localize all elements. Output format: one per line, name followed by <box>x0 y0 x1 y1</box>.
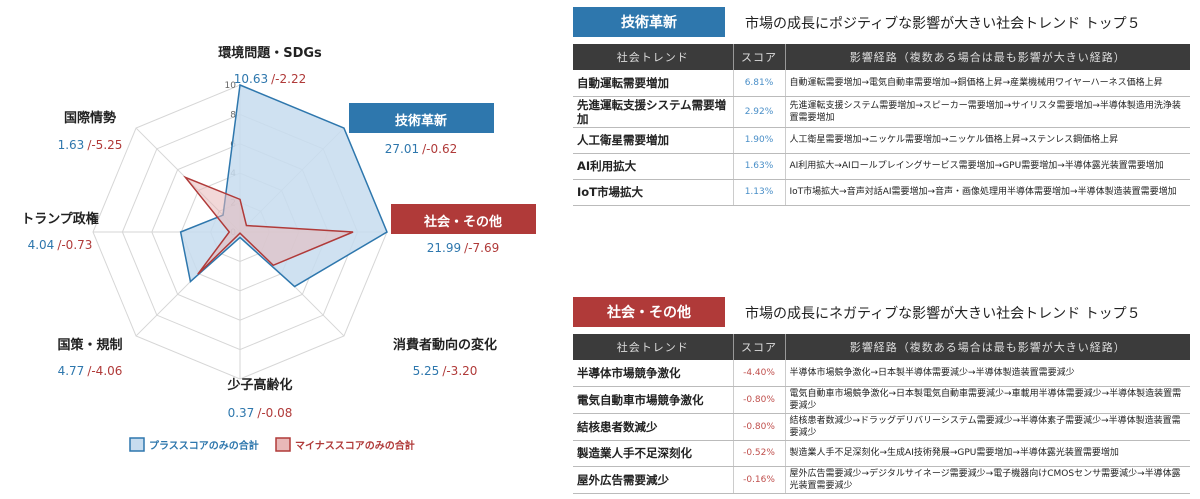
axis-value: 1.63/-5.25 <box>58 138 123 152</box>
legend-swatch-plus <box>129 437 145 452</box>
table-row: 屋外広告需要減少 -0.16% 屋外広告需要減少→デジタルサイネージ需要減少→電子機… <box>573 466 1190 494</box>
positive-badge: 技術革新 <box>573 7 725 37</box>
minus-series-area <box>183 175 354 275</box>
positive-panel-title: 市場の成長にポジティブな影響が大きい社会トレンド トップ５ <box>745 16 1141 32</box>
trend-cell: 先進運転支援システム需要増加 <box>573 96 734 128</box>
minus-value: /-5.25 <box>87 138 122 152</box>
plus-value: 27.01 <box>385 142 419 156</box>
axis-label-highlight <box>391 204 536 234</box>
radar-series <box>179 83 388 288</box>
path-cell: 製造業人手不足深刻化→生成AI技術発展→GPU需要増加→半導体露光装置需要増加 <box>785 440 1190 467</box>
plus-value: 4.77 <box>58 364 85 378</box>
axis-value: 5.25/-3.20 <box>413 364 478 378</box>
plus-value: 0.37 <box>228 406 255 420</box>
table-row: IoT市場拡大 1.13% IoT市場拡大→音声対話AI需要増加→音声・画像処理用半… <box>573 179 1190 206</box>
trend-cell: 結核患者数減少 <box>573 413 734 441</box>
col-header-trend: 社会トレンド <box>573 44 734 70</box>
score-cell: 2.92% <box>733 96 786 128</box>
plus-value: 10.63 <box>234 72 268 86</box>
positive-trends-panel: 技術革新 市場の成長にポジティブな影響が大きい社会トレンド トップ５ 社会トレン… <box>573 7 1190 206</box>
axis-value: 4.04/-0.73 <box>28 238 93 252</box>
minus-value: /-0.62 <box>422 142 457 156</box>
table-row: 先進運転支援システム需要増加 2.92% 先進運転支援システム需要増加→スピーカー需… <box>573 96 1190 128</box>
path-cell: 半導体市場競争激化→日本製半導体需要減少→半導体製造装置需要減少 <box>785 360 1190 387</box>
legend: プラススコアのみの合計 マイナススコアのみの合計 <box>129 437 415 452</box>
plus-value: 1.63 <box>58 138 85 152</box>
table-row: AI利用拡大 1.63% AI利用拡大→AIロールプレイングサービス需要増加→GPU… <box>573 153 1190 180</box>
table-row: 半導体市場競争激化 -4.40% 半導体市場競争激化→日本製半導体需要減少→半導体製… <box>573 360 1190 387</box>
minus-value: /-0.73 <box>57 238 92 252</box>
col-header-path: 影響経路（複数ある場合は最も影響が大きい経路） <box>785 44 1190 70</box>
axis-label: 技術革新 <box>395 113 447 129</box>
tick-label: 10 <box>225 81 237 91</box>
legend-swatch-minus <box>275 437 291 452</box>
trend-cell: 電気自動車市場競争激化 <box>573 386 734 414</box>
path-cell: AI利用拡大→AIロールプレイングサービス需要増加→GPU需要増加→半導体露光装… <box>785 153 1190 180</box>
score-cell: 1.63% <box>733 153 786 180</box>
score-cell: -0.52% <box>733 440 786 467</box>
score-cell: 1.90% <box>733 127 786 154</box>
score-cell: -0.80% <box>733 413 786 441</box>
tick-label: 8 <box>230 110 236 120</box>
trend-cell: 自動運転需要増加 <box>573 70 734 97</box>
path-cell: 自動運転需要増加→電気自動車需要増加→銅価格上昇→産業機械用ワイヤーハーネス価格… <box>785 70 1190 97</box>
path-cell: 結核患者数減少→ドラッグデリバリーシステム需要減少→半導体素子需要減少→半導体製… <box>785 413 1190 441</box>
col-header-path: 影響経路（複数ある場合は最も影響が大きい経路） <box>785 334 1190 360</box>
minus-value: /-0.08 <box>257 406 292 420</box>
plus-value: 21.99 <box>427 241 461 255</box>
axis-value: 27.01/-0.62 <box>385 142 457 156</box>
negative-trends-panel: 社会・その他 市場の成長にネガティブな影響が大きい社会トレンド トップ５ 社会ト… <box>573 297 1190 494</box>
trend-cell: AI利用拡大 <box>573 153 734 180</box>
axis-label: 少子高齢化 <box>226 377 292 393</box>
axis-label-highlight <box>349 103 494 133</box>
radar-chart: 0246810 環境問題・SDGs10.63/-2.22技術革新27.01/-0… <box>21 45 536 452</box>
axis-label: 国策・規制 <box>57 337 122 353</box>
path-cell: 屋外広告需要減少→デジタルサイネージ需要減少→電子機器向けCMOSセンサ需要減少… <box>785 466 1190 494</box>
col-header-trend: 社会トレンド <box>573 334 734 360</box>
axis-value: 0.37/-0.08 <box>228 406 293 420</box>
table-row: 人工衛星需要増加 1.90% 人工衛星需要増加→ニッケル需要増加→ニッケル価格上昇→… <box>573 127 1190 154</box>
table-row: 製造業人手不足深刻化 -0.52% 製造業人手不足深刻化→生成AI技術発展→GPU需… <box>573 440 1190 467</box>
trend-cell: 製造業人手不足深刻化 <box>573 440 734 467</box>
axis-label: 国際情勢 <box>64 110 116 126</box>
plus-value: 5.25 <box>413 364 440 378</box>
trend-cell: 人工衛星需要増加 <box>573 127 734 154</box>
legend-label-plus: プラススコアのみの合計 <box>149 439 259 452</box>
minus-value: /-2.22 <box>271 72 306 86</box>
table-row: 結核患者数減少 -0.80% 結核患者数減少→ドラッグデリバリーシステム需要減少→半… <box>573 413 1190 441</box>
score-cell: -0.80% <box>733 386 786 414</box>
axis-label: 環境問題・SDGs <box>218 45 322 61</box>
axis-label: トランプ政権 <box>21 211 99 227</box>
path-cell: 電気自動車市場競争激化→日本製電気自動車需要減少→車載用半導体需要減少→半導体製… <box>785 386 1190 414</box>
minus-value: /-3.20 <box>442 364 477 378</box>
negative-panel-title: 市場の成長にネガティブな影響が大きい社会トレンド トップ５ <box>745 306 1141 322</box>
axis-value: 4.77/-4.06 <box>58 364 123 378</box>
negative-trends-table: 社会トレンド スコア 影響経路（複数ある場合は最も影響が大きい経路） 半導体市場… <box>573 334 1190 494</box>
score-cell: 6.81% <box>733 70 786 97</box>
path-cell: 人工衛星需要増加→ニッケル需要増加→ニッケル価格上昇→ステンレス鋼価格上昇 <box>785 127 1190 154</box>
minus-value: /-7.69 <box>464 241 499 255</box>
axis-label: 社会・その他 <box>423 214 502 230</box>
col-header-score: スコア <box>733 44 786 70</box>
table-row: 自動運転需要増加 6.81% 自動運転需要増加→電気自動車需要増加→銅価格上昇→産業… <box>573 70 1190 97</box>
trend-cell: 屋外広告需要減少 <box>573 466 734 494</box>
negative-badge: 社会・その他 <box>573 297 725 327</box>
axis-value: 21.99/-7.69 <box>427 241 499 255</box>
trend-cell: IoT市場拡大 <box>573 179 734 206</box>
legend-label-minus: マイナススコアのみの合計 <box>295 439 415 452</box>
path-cell: 先進運転支援システム需要増加→スピーカー需要増加→サイリスタ需要増加→半導体製造… <box>785 96 1190 128</box>
col-header-score: スコア <box>733 334 786 360</box>
radar-axis-labels: 環境問題・SDGs 10.63/-2.22 技術革新 27.01/-0.62 社会・その… <box>21 45 536 420</box>
plus-value: 4.04 <box>28 238 55 252</box>
axis-label: 消費者動向の変化 <box>393 337 497 353</box>
axis-value: 10.63/-2.22 <box>234 72 306 86</box>
score-cell: -0.16% <box>733 466 786 494</box>
minus-value: /-4.06 <box>87 364 122 378</box>
score-cell: -4.40% <box>733 360 786 387</box>
score-cell: 1.13% <box>733 179 786 206</box>
trend-cell: 半導体市場競争激化 <box>573 360 734 387</box>
table-row: 電気自動車市場競争激化 -0.80% 電気自動車市場競争激化→日本製電気自動車需要減… <box>573 386 1190 414</box>
positive-trends-table: 社会トレンド スコア 影響経路（複数ある場合は最も影響が大きい経路） 自動運転需… <box>573 44 1190 206</box>
path-cell: IoT市場拡大→音声対話AI需要増加→音声・画像処理用半導体需要増加→半導体製造… <box>785 179 1190 206</box>
